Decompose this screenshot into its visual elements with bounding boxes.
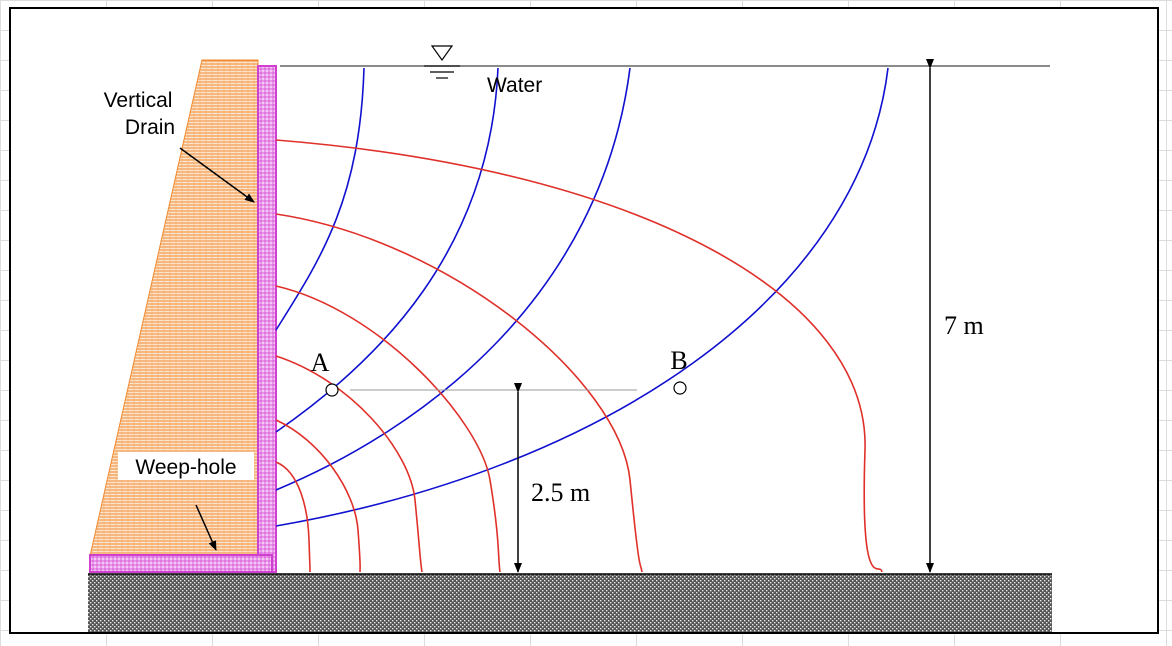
- ground: [88, 574, 1052, 632]
- equipotential-line: [275, 355, 423, 573]
- label-background: [118, 452, 254, 480]
- pointer-arrow: [179, 147, 255, 203]
- pointer-arrow: [195, 504, 217, 551]
- label: 2.5 m: [531, 478, 590, 507]
- vertical-drain: [257, 65, 277, 573]
- label: Drain: [125, 116, 175, 139]
- weep-hole: [89, 554, 273, 573]
- equipotential-line: [275, 285, 501, 573]
- equipotential-line: [275, 139, 883, 573]
- point-a: [325, 383, 339, 397]
- label: Weep-hole: [135, 456, 236, 479]
- equipotential-line: [275, 461, 311, 573]
- water-symbol: [424, 45, 460, 79]
- flow-line: [275, 67, 631, 491]
- flow-line: [275, 67, 365, 331]
- label: 7 m: [944, 311, 984, 340]
- point-b: [673, 381, 687, 395]
- label: Water: [487, 74, 542, 97]
- flow-line: [275, 67, 499, 433]
- label: Vertical: [104, 89, 173, 112]
- label: A: [311, 348, 330, 377]
- label: B: [670, 346, 687, 375]
- flow-line: [275, 67, 889, 527]
- equipotential-line: [275, 213, 643, 573]
- equipotential-line: [275, 419, 361, 573]
